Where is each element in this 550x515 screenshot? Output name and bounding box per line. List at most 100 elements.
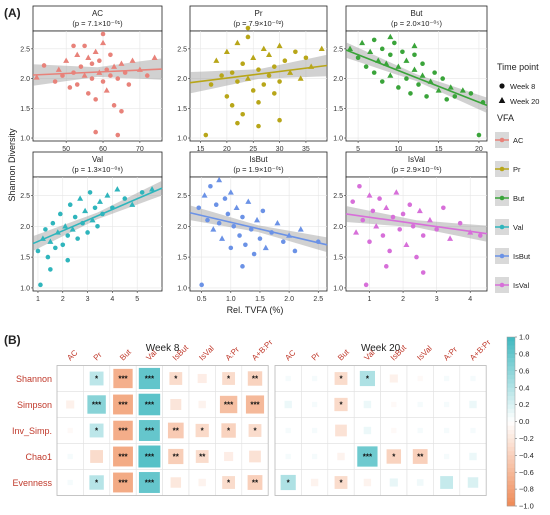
- colorbar-segment: [507, 434, 515, 439]
- point-week8: [293, 49, 298, 55]
- point-week8: [357, 183, 362, 189]
- facet-val: Val(p = 1.3×10⁻⁰⁸) 1.0 1.5 2.0 2.5 1 2 3 4 5: [20, 151, 163, 303]
- y-tick-label: 2.5: [20, 46, 30, 53]
- x-tick-label: 10: [394, 146, 402, 153]
- x-tick-label: 25: [249, 146, 257, 153]
- panel-b: (B) Shannon Simpson Inv_Simp. Chao1 Evenness W…: [4, 333, 534, 511]
- significance-stars: *: [339, 479, 343, 488]
- point-week20: [318, 45, 325, 52]
- point-week8: [139, 190, 145, 195]
- point-week20: [393, 189, 400, 195]
- y-tick-label: 2.0: [20, 224, 30, 231]
- colorbar-segment: [507, 472, 515, 477]
- point-week8: [53, 245, 58, 251]
- point-week8: [277, 79, 282, 84]
- colorbar-segment: [507, 467, 515, 473]
- corr-square: [285, 427, 291, 434]
- colorbar-segment: [507, 366, 515, 372]
- significance-stars: ***: [145, 479, 155, 488]
- colorbar-tick-label: 0.4: [519, 383, 529, 392]
- y-tick-label: 2.0: [20, 76, 30, 83]
- x-tick-label: 1.5: [255, 296, 265, 303]
- point-week8: [82, 43, 87, 49]
- significance-stars: ***: [118, 401, 128, 410]
- point-week8: [441, 205, 446, 211]
- point-week8: [397, 227, 403, 232]
- corr-week8: Week 8AC Pr But Val IsBut IsVal A:Pr A+B:Pr* ***…: [56, 338, 275, 496]
- point-week8: [261, 82, 267, 87]
- colorbar-segment: [507, 493, 515, 498]
- point-week8: [240, 111, 245, 117]
- point-week20: [201, 192, 208, 198]
- point-week20: [287, 69, 294, 75]
- point-week20: [62, 223, 69, 229]
- point-week8: [92, 205, 98, 211]
- corr-square: [169, 372, 183, 385]
- colorbar-segment: [507, 417, 515, 422]
- x-tick-label: 50: [62, 146, 70, 153]
- point-week8: [240, 61, 245, 67]
- colorbar-tick-label: −0.2: [519, 434, 534, 443]
- colorbar-segment: [507, 379, 515, 384]
- grid-cell: [56, 417, 84, 444]
- corr-square: [138, 472, 160, 493]
- corr-square: [469, 452, 477, 461]
- corr-square: [113, 368, 133, 389]
- point-week8: [119, 108, 124, 114]
- point-week8: [432, 70, 437, 75]
- legend-key-dot: [499, 282, 505, 288]
- point-week8: [407, 202, 413, 208]
- x-tick-label: 35: [302, 146, 310, 153]
- facet-isval: IsVal(p = 2.9×10⁻⁰¹) 1.0 1.5 2.0 2.5 1 2 3 4: [333, 151, 488, 303]
- point-week20: [403, 57, 410, 63]
- legend-vfa-pr: Pr: [513, 165, 521, 174]
- corr-square: [170, 477, 182, 488]
- y-tick-label: 2.0: [177, 76, 187, 83]
- colorbar-tick-label: −1.0: [519, 502, 534, 511]
- facet-but: But(p = 2.0×10⁻⁰⁵) 1.0 1.5 2.0 2.5 5 10 15 20: [333, 5, 488, 153]
- x-tick-label: 5: [356, 146, 360, 153]
- legend-vfa-but: But: [513, 194, 525, 203]
- colorbar-segment: [507, 501, 515, 507]
- significance-stars: ***: [145, 453, 155, 462]
- y-tick-label: 2.5: [177, 46, 187, 53]
- facet-strip: [345, 151, 488, 178]
- facet-strip: [189, 151, 328, 178]
- y-tick-label: 1.0: [333, 136, 343, 143]
- corr-square: [357, 446, 378, 467]
- y-tick-label: 1.5: [20, 106, 30, 113]
- point-week8: [477, 233, 483, 238]
- corr-square: [90, 450, 104, 463]
- significance-stars: **: [417, 453, 424, 462]
- point-week8: [115, 132, 121, 138]
- point-week8: [229, 103, 235, 108]
- point-week8: [272, 91, 277, 96]
- point-week8: [282, 58, 288, 64]
- corr-square: [334, 372, 348, 385]
- corr-square: [138, 393, 161, 416]
- legend-week20-label: Week 20: [510, 97, 539, 106]
- plot-area: [189, 30, 328, 142]
- point-week8: [78, 64, 84, 69]
- point-week8: [60, 242, 66, 248]
- point-week8: [408, 91, 413, 96]
- point-week20: [411, 42, 418, 49]
- significance-stars: ***: [118, 375, 128, 384]
- point-week8: [360, 217, 366, 223]
- point-week8: [392, 40, 397, 46]
- point-week20: [297, 75, 304, 81]
- corr-square: [310, 478, 319, 487]
- point-week8: [203, 132, 209, 138]
- point-week20: [63, 57, 70, 63]
- point-week8: [256, 123, 261, 129]
- y-tick-label: 1.5: [20, 255, 30, 262]
- significance-stars: *: [227, 479, 231, 488]
- corr-square: [247, 371, 263, 386]
- colorbar-segment: [507, 463, 515, 469]
- corr-square: [195, 423, 209, 438]
- point-week8: [93, 129, 98, 135]
- point-week20: [81, 72, 88, 78]
- point-week20: [85, 54, 92, 60]
- corr-square: [470, 427, 476, 434]
